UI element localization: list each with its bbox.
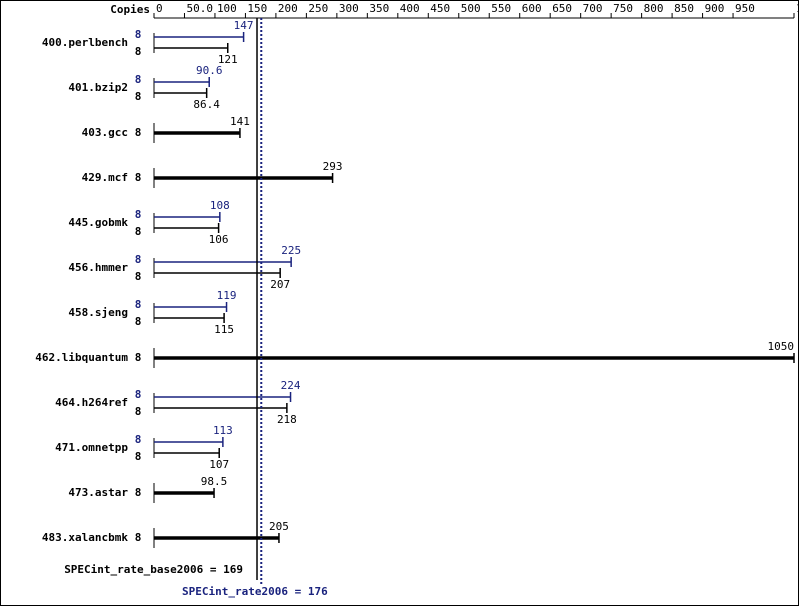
category-label: 400.perlbench xyxy=(42,36,128,49)
x-tick-label: 750 xyxy=(613,2,633,15)
category-label: 471.omnetpp xyxy=(55,441,128,454)
copies-label: 8 xyxy=(135,171,142,184)
value-label: 225 xyxy=(281,244,301,257)
value-label: 119 xyxy=(217,289,237,302)
copies-label: 8 xyxy=(135,253,142,266)
category-label: 464.h264ref xyxy=(55,396,128,409)
copies-label: 8 xyxy=(135,450,142,463)
x-tick-label: 500 xyxy=(461,2,481,15)
copies-label: 8 xyxy=(135,388,142,401)
value-label: 107 xyxy=(209,458,229,471)
copies-label: 8 xyxy=(135,270,142,283)
x-tick-label: 950 xyxy=(735,2,755,15)
x-tick-label: 150 xyxy=(247,2,267,15)
value-label: 218 xyxy=(277,413,297,426)
value-label: 121 xyxy=(218,53,238,66)
reference-label: SPECint_rate_base2006 = 169 xyxy=(64,563,243,576)
value-label: 113 xyxy=(213,424,233,437)
x-tick-label: 0 xyxy=(156,2,163,15)
x-tick-label: 650 xyxy=(552,2,572,15)
value-label: 115 xyxy=(214,323,234,336)
x-tick-label: 350 xyxy=(369,2,389,15)
value-label: 207 xyxy=(270,278,290,291)
copies-label: 8 xyxy=(135,208,142,221)
copies-label: 8 xyxy=(135,225,142,238)
copies-label: 8 xyxy=(135,486,142,499)
copies-label: 8 xyxy=(135,90,142,103)
copies-label: 8 xyxy=(135,73,142,86)
x-tick-label: 250 xyxy=(308,2,328,15)
x-tick-label: 50.0 xyxy=(186,2,213,15)
value-label: 147 xyxy=(234,19,254,32)
copies-label: 8 xyxy=(135,298,142,311)
reference-label: SPECint_rate2006 = 176 xyxy=(182,585,328,598)
copies-label: 8 xyxy=(135,28,142,41)
x-tick-label: 850 xyxy=(674,2,694,15)
copies-label: 8 xyxy=(135,315,142,328)
x-tick-label: 200 xyxy=(278,2,298,15)
copies-label: 8 xyxy=(135,433,142,446)
x-tick-label: 1050 xyxy=(796,2,799,15)
copies-label: 8 xyxy=(135,405,142,418)
value-label: 224 xyxy=(281,379,301,392)
category-label: 429.mcf xyxy=(82,171,128,184)
category-label: 456.hmmer xyxy=(68,261,128,274)
x-tick-label: 100 xyxy=(217,2,237,15)
value-label: 86.4 xyxy=(193,98,220,111)
value-label: 205 xyxy=(269,520,289,533)
value-label: 293 xyxy=(323,160,343,173)
value-label: 108 xyxy=(210,199,230,212)
category-label: 483.xalancbmk xyxy=(42,531,128,544)
category-label: 458.sjeng xyxy=(68,306,128,319)
x-tick-label: 550 xyxy=(491,2,511,15)
value-label: 106 xyxy=(209,233,229,246)
category-label: 401.bzip2 xyxy=(68,81,128,94)
x-tick-label: 300 xyxy=(339,2,359,15)
x-tick-label: 800 xyxy=(644,2,664,15)
copies-label: 8 xyxy=(135,45,142,58)
category-label: 473.astar xyxy=(68,486,128,499)
category-label: 445.gobmk xyxy=(68,216,128,229)
value-label: 141 xyxy=(230,115,250,128)
x-tick-label: 600 xyxy=(522,2,542,15)
copies-label: 8 xyxy=(135,126,142,139)
value-label: 98.5 xyxy=(201,475,228,488)
category-label: 462.libquantum xyxy=(35,351,128,364)
value-label: 1050 xyxy=(768,340,795,353)
x-tick-label: 900 xyxy=(705,2,725,15)
copies-header: Copies xyxy=(110,3,150,16)
copies-label: 8 xyxy=(135,351,142,364)
category-label: 403.gcc xyxy=(82,126,128,139)
x-tick-label: 450 xyxy=(430,2,450,15)
x-tick-label: 400 xyxy=(400,2,420,15)
x-tick-label: 700 xyxy=(583,2,603,15)
copies-label: 8 xyxy=(135,531,142,544)
value-label: 90.6 xyxy=(196,64,223,77)
